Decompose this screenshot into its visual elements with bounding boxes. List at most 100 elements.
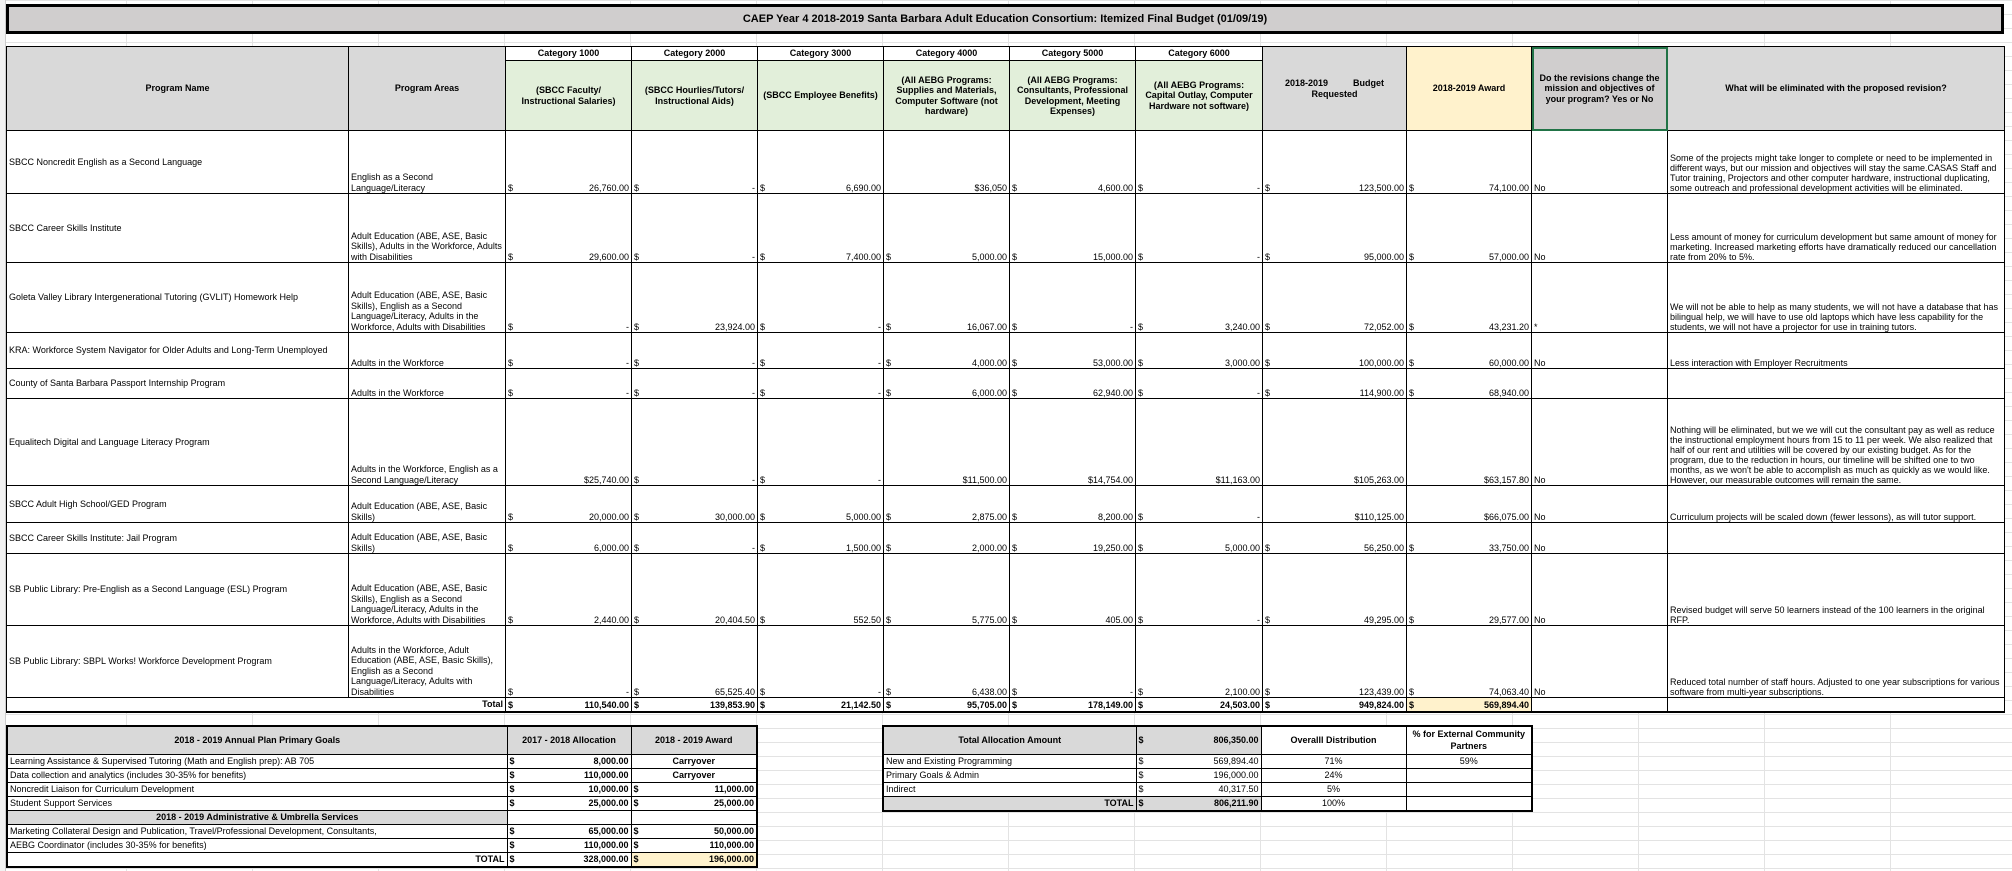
cat-3000-cell[interactable]: $7,400.00 [757, 193, 884, 263]
award-cell[interactable]: $66,075.00 [1406, 485, 1532, 523]
cat-5000-cell[interactable]: $405.00 [1009, 553, 1136, 626]
program-name-cell[interactable]: Goleta Valley Library Intergenerational … [6, 262, 349, 333]
goals-col-award[interactable]: 2018 - 2019 Award [630, 725, 758, 755]
cat-2000-cell[interactable]: $ - [631, 398, 758, 486]
revision-answer-cell[interactable]: No [1531, 553, 1668, 626]
budget-requested-cell[interactable]: $110,125.00 [1262, 485, 1407, 523]
goal-allocation[interactable]: $110,000.00 [506, 767, 632, 783]
cat-4000-cell[interactable]: $5,000.00 [883, 193, 1010, 263]
header-category-3000[interactable]: Category 3000 [757, 46, 884, 61]
cat-3000-cell[interactable]: $552.50 [757, 553, 884, 626]
award-cell[interactable]: $68,940.00 [1406, 368, 1532, 399]
header-category-1000[interactable]: Category 1000 [505, 46, 632, 61]
award-cell[interactable]: $33,750.00 [1406, 522, 1532, 554]
header-category-1000-desc[interactable]: (SBCC Faculty/ Instructional Salaries) [505, 60, 632, 131]
allocation-distribution[interactable]: 5% [1260, 781, 1407, 797]
cat-6000-cell[interactable]: $3,000.00 [1135, 332, 1263, 369]
eliminated-cell[interactable]: Less interaction with Employer Recruitme… [1667, 332, 2005, 369]
cat-5000-cell[interactable]: $ - [1009, 262, 1136, 333]
cat-2000-cell[interactable]: $ - [631, 368, 758, 399]
program-name-cell[interactable]: Equalitech Digital and Language Literacy… [6, 398, 349, 486]
budget-requested-cell[interactable]: $123,500.00 [1262, 130, 1407, 194]
goals-total-label[interactable]: TOTAL [6, 851, 508, 867]
cat-1000-cell[interactable]: $ - [505, 262, 632, 333]
revision-answer-cell[interactable]: No [1531, 130, 1668, 194]
total-label[interactable]: Total [6, 697, 506, 713]
program-areas-cell[interactable]: Adults in the Workforce [348, 368, 506, 399]
cat-3000-cell[interactable]: $ - [757, 398, 884, 486]
cat-2000-cell[interactable]: $65,525.40 [631, 625, 758, 698]
goal-allocation[interactable]: $10,000.00 [506, 781, 632, 797]
cat-5000-cell[interactable]: $14,754.00 [1009, 398, 1136, 486]
cat-4000-cell[interactable]: $6,000.00 [883, 368, 1010, 399]
budget-requested-cell[interactable]: $72,052.00 [1262, 262, 1407, 333]
allocation-external[interactable]: 59% [1405, 753, 1533, 769]
header-category-2000[interactable]: Category 2000 [631, 46, 758, 61]
budget-requested-cell[interactable]: $105,263.00 [1262, 398, 1407, 486]
cat-3000-cell[interactable]: $6,690.00 [757, 130, 884, 194]
total-cell[interactable]: $949,824.00 [1262, 697, 1407, 713]
allocation-total-distribution[interactable]: 100% [1260, 795, 1407, 811]
allocation-label[interactable]: Indirect [882, 781, 1137, 797]
header-category-5000-desc[interactable]: (All AEBG Programs: Consultants, Profess… [1009, 60, 1136, 131]
goal-award[interactable]: $25,000.00 [630, 795, 758, 811]
cat-2000-cell[interactable]: $23,924.00 [631, 262, 758, 333]
program-areas-cell[interactable]: Adults in the Workforce [348, 332, 506, 369]
program-name-cell[interactable]: County of Santa Barbara Passport Interns… [6, 368, 349, 399]
award-cell[interactable]: $60,000.00 [1406, 332, 1532, 369]
program-areas-cell[interactable]: Adult Education (ABE, ASE, Basic Skills) [348, 485, 506, 523]
eliminated-cell[interactable]: We will not be able to help as many stud… [1667, 262, 2005, 333]
cat-5000-cell[interactable]: $8,200.00 [1009, 485, 1136, 523]
cat-2000-cell[interactable]: $ - [631, 193, 758, 263]
program-areas-cell[interactable]: Adult Education (ABE, ASE, Basic Skills)… [348, 193, 506, 263]
goals-total-allocation[interactable]: $328,000.00 [506, 851, 632, 867]
total-cell[interactable]: $178,149.00 [1009, 697, 1136, 713]
eliminated-cell[interactable]: Reduced total number of staff hours. Adj… [1667, 625, 2005, 698]
allocation-col-external[interactable]: % for External Community Partners [1405, 725, 1533, 755]
allocation-header[interactable]: Total Allocation Amount [882, 725, 1137, 755]
allocation-amount[interactable]: $40,317.50 [1135, 781, 1262, 797]
program-name-cell[interactable]: SBCC Career Skills Institute: Jail Progr… [6, 522, 349, 554]
allocation-label[interactable]: New and Existing Programming [882, 753, 1137, 769]
program-name-cell[interactable]: SBCC Noncredit English as a Second Langu… [6, 130, 349, 194]
allocation-total-amount[interactable]: $806,211.90 [1135, 795, 1262, 811]
cat-1000-cell[interactable]: $2,440.00 [505, 553, 632, 626]
cat-3000-cell[interactable]: $ - [757, 368, 884, 399]
empty-cell[interactable] [1405, 795, 1533, 811]
allocation-label[interactable]: Primary Goals & Admin [882, 767, 1137, 783]
program-name-cell[interactable]: SBCC Adult High School/GED Program [6, 485, 349, 523]
allocation-amount[interactable]: $196,000.00 [1135, 767, 1262, 783]
header-award[interactable]: 2018-2019 Award [1406, 46, 1532, 131]
program-areas-cell[interactable]: Adults in the Workforce, English as a Se… [348, 398, 506, 486]
header-eliminated[interactable]: What will be eliminated with the propose… [1667, 46, 2005, 131]
revision-answer-cell[interactable]: No [1531, 485, 1668, 523]
eliminated-cell[interactable]: Nothing will be eliminated, but we we wi… [1667, 398, 2005, 486]
program-areas-cell[interactable]: English as a Second Language/Literacy [348, 130, 506, 194]
admin-header[interactable]: 2018 - 2019 Administrative & Umbrella Se… [6, 809, 508, 825]
revision-answer-cell[interactable]: No [1531, 332, 1668, 369]
allocation-amount[interactable]: $569,894.40 [1135, 753, 1262, 769]
allocation-external[interactable] [1405, 781, 1533, 797]
total-empty-cell[interactable] [1667, 697, 2005, 713]
cat-3000-cell[interactable]: $ - [757, 625, 884, 698]
cat-1000-cell[interactable]: $ - [505, 332, 632, 369]
revision-answer-cell[interactable]: No [1531, 522, 1668, 554]
cat-5000-cell[interactable]: $15,000.00 [1009, 193, 1136, 263]
cat-5000-cell[interactable]: $19,250.00 [1009, 522, 1136, 554]
program-areas-cell[interactable]: Adult Education (ABE, ASE, Basic Skills) [348, 522, 506, 554]
cat-2000-cell[interactable]: $20,404.50 [631, 553, 758, 626]
award-cell[interactable]: $74,063.40 [1406, 625, 1532, 698]
goal-award[interactable]: Carryover [630, 753, 758, 769]
eliminated-cell[interactable] [1667, 368, 2005, 399]
cat-2000-cell[interactable]: $ - [631, 332, 758, 369]
cat-6000-cell[interactable]: $5,000.00 [1135, 522, 1263, 554]
cat-5000-cell[interactable]: $53,000.00 [1009, 332, 1136, 369]
cat-4000-cell[interactable]: $5,775.00 [883, 553, 1010, 626]
eliminated-cell[interactable]: Less amount of money for curriculum deve… [1667, 193, 2005, 263]
budget-requested-cell[interactable]: $114,900.00 [1262, 368, 1407, 399]
budget-requested-cell[interactable]: $49,295.00 [1262, 553, 1407, 626]
empty-cell[interactable] [506, 809, 632, 825]
header-program-name[interactable]: Program Name [6, 46, 349, 131]
program-name-cell[interactable]: SB Public Library: Pre-English as a Seco… [6, 553, 349, 626]
revision-answer-cell[interactable]: No [1531, 193, 1668, 263]
